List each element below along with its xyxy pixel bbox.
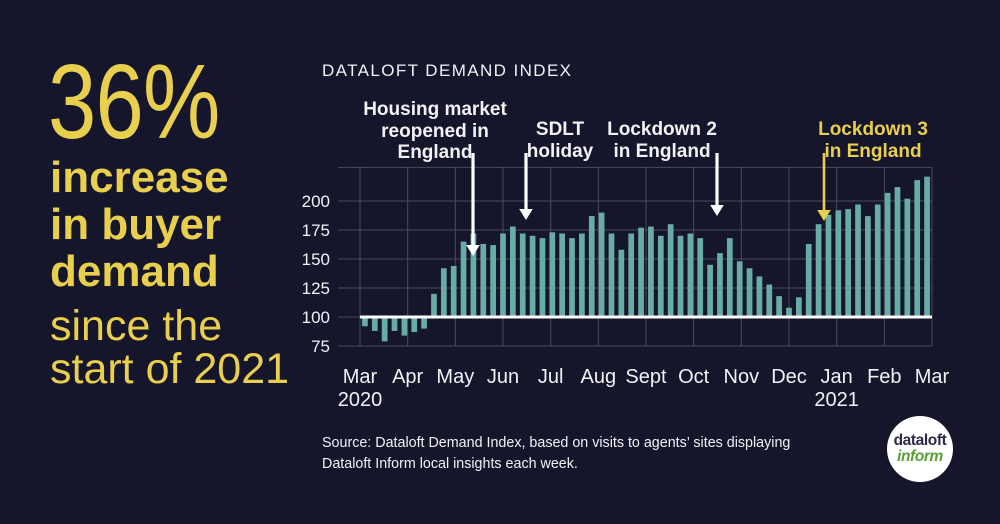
svg-text:200: 200 (302, 192, 330, 211)
svg-text:Oct: Oct (678, 366, 710, 388)
svg-text:Jan: Jan (821, 366, 853, 388)
svg-text:150: 150 (302, 250, 330, 269)
svg-text:Nov: Nov (724, 366, 760, 388)
svg-text:Mar: Mar (343, 366, 378, 388)
svg-text:May: May (436, 366, 474, 388)
svg-text:175: 175 (302, 221, 330, 240)
svg-text:Jun: Jun (487, 366, 519, 388)
svg-text:Mar: Mar (915, 366, 950, 388)
svg-text:Sept: Sept (625, 366, 667, 388)
svg-text:125: 125 (302, 279, 330, 298)
svg-text:2021: 2021 (814, 389, 859, 411)
svg-text:Apr: Apr (392, 366, 423, 388)
svg-text:Feb: Feb (867, 366, 901, 388)
svg-text:Dec: Dec (771, 366, 807, 388)
svg-text:75: 75 (311, 337, 330, 356)
svg-text:2020: 2020 (338, 389, 383, 411)
svg-text:100: 100 (302, 308, 330, 327)
svg-text:Aug: Aug (581, 366, 617, 388)
svg-text:Jul: Jul (538, 366, 564, 388)
